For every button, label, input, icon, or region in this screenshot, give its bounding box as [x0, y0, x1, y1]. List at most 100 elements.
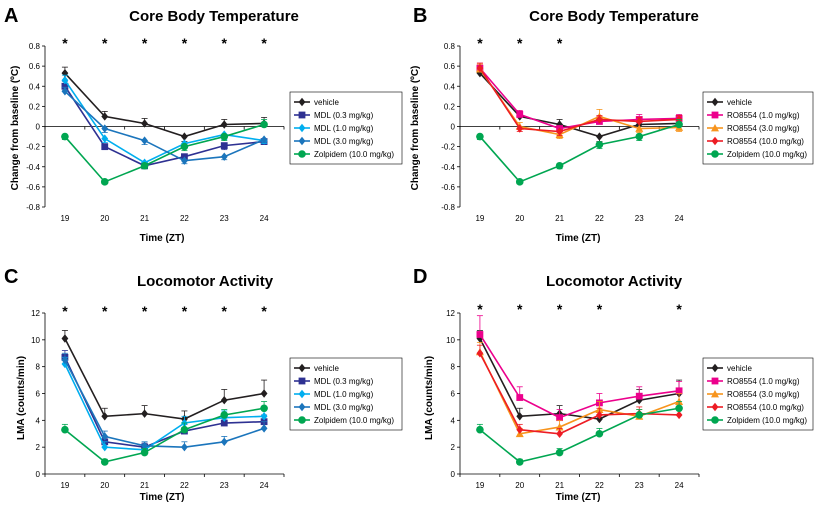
y-tick-label: -0.4 [26, 163, 40, 172]
y-tick-label: 0 [36, 123, 41, 132]
series-line [479, 72, 680, 138]
legend-entry: vehicle [707, 97, 752, 107]
legend-label: vehicle [727, 98, 752, 107]
legend-marker [711, 416, 719, 424]
significance-star: * [557, 301, 563, 317]
series-line [479, 407, 680, 463]
data-point [220, 411, 229, 419]
data-point [61, 425, 69, 434]
data-point [515, 458, 524, 466]
legend-marker [711, 402, 719, 412]
data-point [180, 142, 189, 151]
y-tick-label: 0 [36, 470, 41, 479]
legend-label: MDL (1.0 mg/kg) [314, 124, 374, 133]
legend-marker [298, 377, 306, 385]
data-point [516, 412, 524, 421]
legend-entry: Zolpidem (10.0 mg/kg) [294, 150, 394, 159]
legend-marker [298, 123, 306, 133]
data-point [260, 424, 268, 433]
legend-label: MDL (3.0 mg/kg) [314, 137, 374, 146]
legend-entry: Zolpidem (10.0 mg/kg) [707, 150, 807, 159]
y-tick-label: 10 [446, 336, 455, 345]
x-tick-label: 19 [475, 481, 484, 490]
panel-b: B Core Body Temperature Change from base… [410, 5, 814, 244]
legend-entry: MDL (0.3 mg/kg) [294, 111, 374, 120]
legend-marker [298, 97, 306, 107]
series-line [479, 334, 680, 419]
x-tick-label: 19 [60, 214, 69, 223]
legend-label: MDL (0.3 mg/kg) [314, 377, 374, 386]
data-point [140, 161, 149, 170]
data-point [141, 441, 148, 451]
significance-star: * [261, 35, 267, 51]
legend-label: MDL (1.0 mg/kg) [314, 390, 374, 399]
data-point [635, 132, 644, 141]
legend-label: RO8554 (1.0 mg/kg) [727, 111, 800, 120]
chart-title: Core Body Temperature [129, 8, 299, 25]
data-point [516, 111, 524, 118]
y-tick-label: 0.4 [29, 82, 41, 91]
series-4 [476, 401, 683, 466]
data-point [260, 404, 268, 413]
data-point [140, 448, 149, 457]
data-point [635, 392, 643, 400]
x-tick-label: 23 [635, 481, 644, 490]
legend-marker [298, 136, 306, 146]
series-line [64, 90, 265, 162]
significance-star: * [477, 301, 483, 317]
significance-star: * [182, 35, 188, 51]
series-line [64, 79, 265, 164]
data-point [476, 132, 484, 141]
data-point [61, 76, 69, 85]
data-point [556, 414, 563, 422]
data-point [181, 132, 188, 141]
x-tick-label: 20 [515, 214, 524, 223]
series-2 [61, 74, 268, 167]
legend-entry: RO8554 (10.0 mg/kg) [707, 402, 804, 412]
legend: vehicle RO8554 (1.0 mg/kg) RO8554 (3.0 mg/… [702, 91, 814, 165]
y-tick-label: 0.8 [29, 42, 41, 51]
legend-entry: RO8554 (1.0 mg/kg) [707, 377, 800, 386]
legend-label: vehicle [314, 364, 339, 373]
series-line [64, 338, 265, 420]
y-axis-label: Change from baseline (ºC) [410, 66, 421, 191]
data-point [61, 87, 69, 96]
data-point [101, 432, 109, 441]
significance-star: * [477, 35, 483, 51]
legend-marker [298, 150, 306, 158]
x-tick-label: 21 [555, 481, 564, 490]
series-line [479, 352, 680, 435]
legend-entry: MDL (1.0 mg/kg) [294, 389, 374, 399]
y-tick-label: -0.6 [26, 183, 40, 192]
legend-label: Zolpidem (10.0 mg/kg) [727, 416, 807, 425]
legend-entry: RO8554 (10.0 mg/kg) [707, 136, 804, 146]
significance-star: * [62, 303, 68, 319]
y-tick-label: -0.4 [441, 163, 455, 172]
data-point [61, 68, 69, 78]
legend-label: RO8554 (3.0 mg/kg) [727, 124, 800, 133]
plot-area: -0.8 -0.6 -0.4 -0.2 0 0.2 0.4 0.6 0.8 19 20 21 22 23 2… [441, 35, 700, 223]
data-point [61, 132, 69, 141]
x-tick-label: 24 [260, 214, 269, 223]
series-4 [476, 119, 683, 186]
data-point [220, 437, 228, 446]
series-4 [61, 401, 268, 466]
chart-title: Core Body Temperature [529, 8, 699, 25]
series-4 [61, 119, 268, 186]
legend-entry: vehicle [294, 97, 339, 107]
x-tick-label: 23 [635, 214, 644, 223]
legend-entry: Zolpidem (10.0 mg/kg) [707, 416, 807, 425]
legend-entry: RO8554 (1.0 mg/kg) [707, 111, 800, 120]
series-0 [61, 66, 268, 142]
data-point [260, 120, 268, 129]
series-3 [61, 86, 268, 165]
legend-label: MDL (0.3 mg/kg) [314, 111, 374, 120]
plot-area: -0.8 -0.6 -0.4 -0.2 0 0.2 0.4 0.6 0.8 19 20 21 22 23 2… [26, 35, 285, 223]
series-line [64, 363, 265, 451]
data-point [101, 412, 109, 421]
series-0 [476, 67, 683, 142]
legend-marker [711, 377, 719, 385]
series-line [64, 407, 265, 463]
y-tick-label: 8 [36, 363, 41, 372]
